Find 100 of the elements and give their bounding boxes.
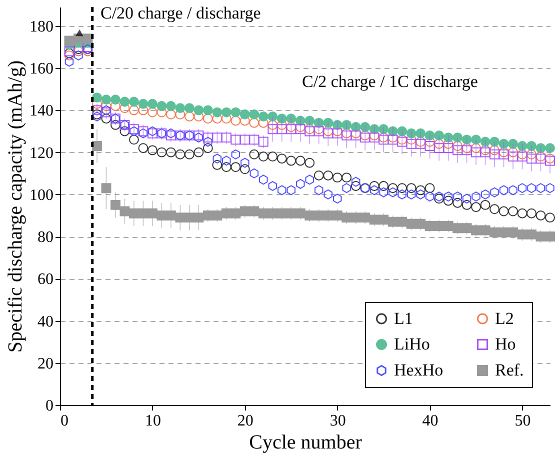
- point: [536, 143, 546, 154]
- point: [379, 187, 388, 198]
- point: [397, 216, 408, 227]
- point: [240, 158, 250, 168]
- point: [212, 114, 222, 124]
- point: [406, 138, 416, 149]
- point: [128, 96, 139, 107]
- point: [221, 107, 232, 118]
- point: [175, 212, 186, 223]
- point: [230, 107, 241, 118]
- point: [369, 132, 380, 143]
- point: [508, 227, 518, 238]
- point: [250, 168, 259, 178]
- point: [434, 130, 444, 140]
- point: [184, 149, 194, 160]
- point: [397, 126, 408, 136]
- point: [378, 124, 389, 134]
- point: [202, 210, 213, 220]
- point: [350, 122, 361, 132]
- point: [212, 154, 222, 164]
- point: [166, 147, 176, 158]
- point: [434, 138, 444, 149]
- point: [398, 189, 406, 200]
- point: [443, 196, 454, 206]
- x-tick-label: 20: [237, 412, 254, 430]
- point: [342, 120, 352, 130]
- point: [304, 210, 315, 220]
- point: [342, 172, 352, 183]
- point: [268, 152, 278, 162]
- point: [517, 152, 528, 162]
- point: [443, 221, 454, 231]
- point: [128, 134, 139, 145]
- point: [249, 134, 260, 145]
- point: [295, 156, 306, 166]
- point: [147, 208, 158, 218]
- point: [249, 109, 260, 120]
- point: [508, 185, 518, 196]
- point: [221, 132, 232, 143]
- y-tick-label: 160: [30, 60, 54, 78]
- point: [498, 138, 509, 149]
- point: [425, 192, 434, 202]
- point: [184, 103, 194, 114]
- point: [166, 101, 176, 111]
- point: [175, 149, 186, 160]
- point: [452, 198, 463, 208]
- point: [536, 183, 546, 194]
- y-tick-label: 60: [38, 271, 54, 288]
- point: [240, 109, 250, 120]
- point: [527, 183, 536, 194]
- point: [268, 120, 278, 130]
- point: [498, 206, 509, 216]
- y-tick-label: 40: [38, 313, 54, 330]
- point: [351, 176, 360, 187]
- point: [202, 105, 213, 116]
- point: [120, 206, 130, 216]
- point: [240, 134, 250, 145]
- point: [286, 124, 296, 134]
- point: [64, 56, 74, 67]
- point: [156, 210, 167, 220]
- point: [74, 50, 83, 60]
- point: [332, 194, 342, 204]
- point: [490, 204, 500, 214]
- point: [278, 185, 286, 196]
- x-tick-label: 50: [514, 412, 531, 430]
- point: [490, 145, 500, 156]
- point: [110, 94, 120, 105]
- point: [480, 136, 490, 147]
- point: [249, 118, 260, 128]
- point: [194, 105, 204, 116]
- point: [101, 114, 112, 124]
- point: [194, 130, 204, 140]
- y-tick-label: 0: [46, 398, 54, 414]
- point: [120, 126, 130, 136]
- point: [536, 232, 546, 242]
- point: [304, 116, 315, 126]
- point: [286, 122, 296, 132]
- point: [360, 130, 370, 140]
- point: [230, 116, 241, 126]
- point: [166, 210, 176, 220]
- point: [416, 189, 425, 200]
- point: [369, 181, 380, 191]
- point: [222, 156, 231, 166]
- point: [128, 105, 139, 116]
- point: [230, 208, 241, 218]
- x-tick-label: 30: [330, 412, 346, 430]
- point: [230, 162, 241, 172]
- point: [128, 208, 139, 218]
- point: [480, 200, 490, 210]
- point: [296, 178, 305, 189]
- point: [378, 181, 389, 191]
- point: [517, 141, 528, 151]
- point: [286, 114, 296, 124]
- point: [286, 208, 296, 218]
- point: [424, 130, 435, 140]
- point: [332, 120, 342, 130]
- point: [424, 141, 435, 151]
- point: [259, 174, 268, 185]
- point: [508, 206, 518, 216]
- point: [101, 101, 112, 111]
- point: [453, 192, 462, 202]
